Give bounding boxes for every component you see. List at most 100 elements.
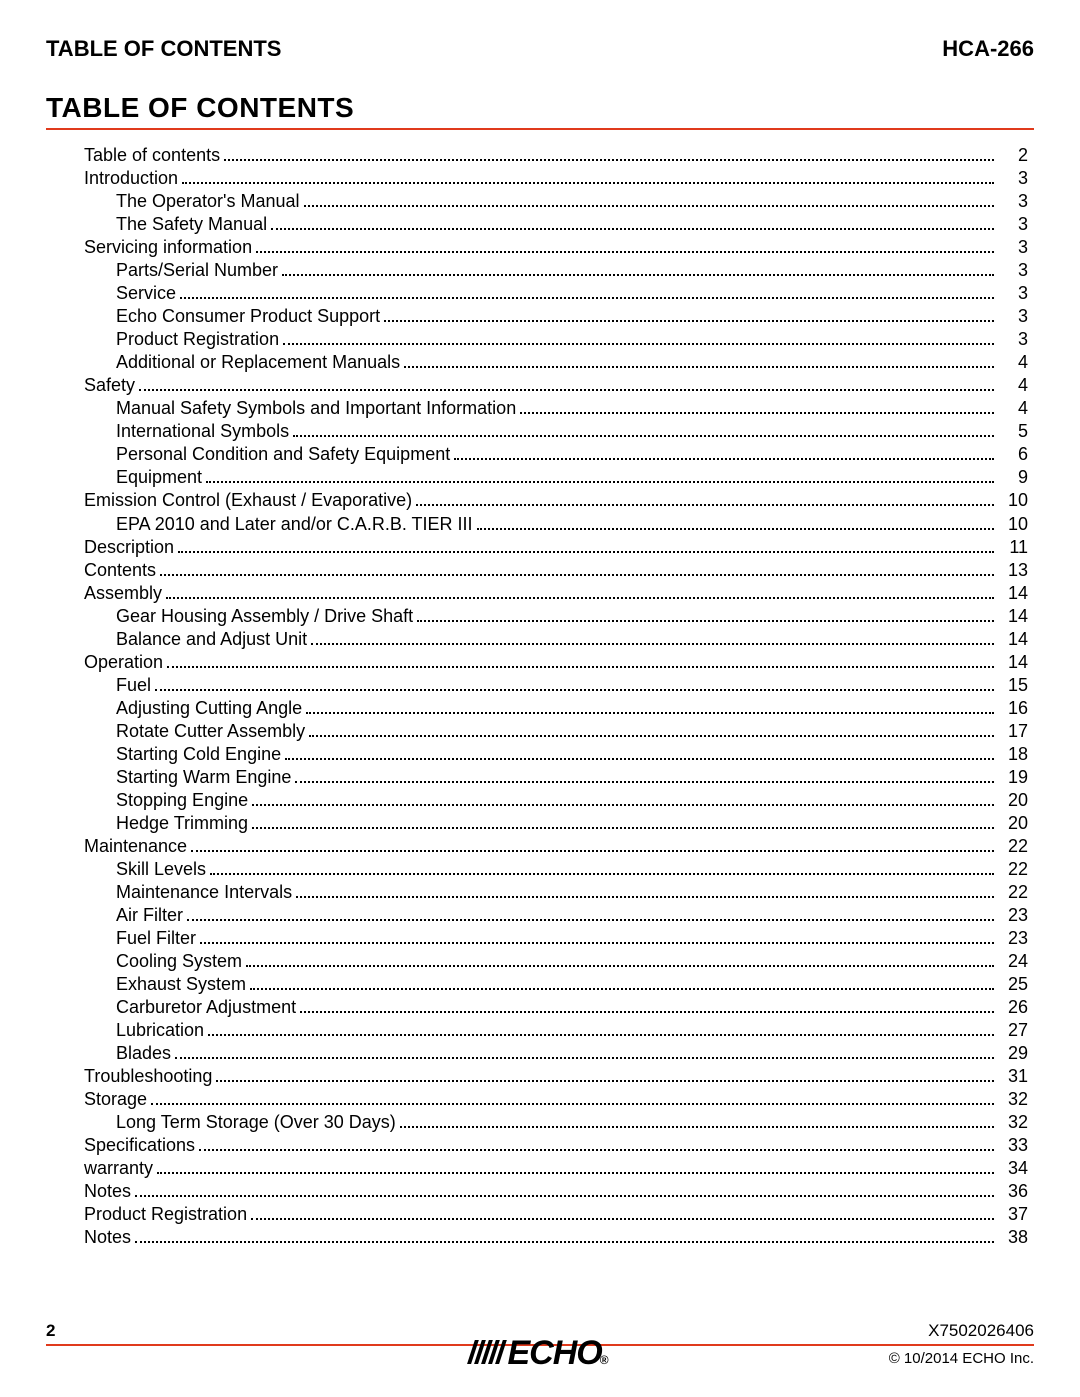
toc-entry-label: Long Term Storage (Over 30 Days): [52, 1111, 396, 1134]
toc-leader-dots: [306, 712, 994, 714]
toc-leader-dots: [157, 1172, 994, 1174]
toc-row: Manual Safety Symbols and Important Info…: [52, 397, 1028, 420]
toc-row: Maintenance 22: [52, 835, 1028, 858]
toc-row: Product Registration 3: [52, 328, 1028, 351]
toc-row: Starting Cold Engine 18: [52, 743, 1028, 766]
toc-entry-label: Echo Consumer Product Support: [52, 305, 380, 328]
toc-entry-label: Parts/Serial Number: [52, 259, 278, 282]
toc-entry-label: Skill Levels: [52, 858, 206, 881]
toc-leader-dots: [167, 666, 994, 668]
toc-row: Assembly 14: [52, 582, 1028, 605]
toc-row: Adjusting Cutting Angle 16: [52, 697, 1028, 720]
toc-row: Gear Housing Assembly / Drive Shaft 14: [52, 605, 1028, 628]
toc-leader-dots: [416, 504, 994, 506]
toc-leader-dots: [477, 528, 994, 530]
toc-row: Product Registration 37: [52, 1203, 1028, 1226]
page-title: TABLE OF CONTENTS: [46, 92, 1034, 124]
toc-leader-dots: [210, 873, 994, 875]
toc-entry-page: 4: [998, 374, 1028, 397]
toc-entry-page: 14: [998, 582, 1028, 605]
toc-leader-dots: [216, 1080, 994, 1082]
toc-entry-page: 3: [998, 328, 1028, 351]
toc-entry-page: 32: [998, 1088, 1028, 1111]
toc-row: Specifications 33: [52, 1134, 1028, 1157]
toc-entry-label: Equipment: [52, 466, 202, 489]
toc-entry-label: Fuel Filter: [52, 927, 196, 950]
toc-leader-dots: [187, 919, 994, 921]
toc-entry-page: 4: [998, 351, 1028, 374]
toc-row: Troubleshooting 31: [52, 1065, 1028, 1088]
toc-row: Air Filter 23: [52, 904, 1028, 927]
toc-entry-page: 18: [998, 743, 1028, 766]
toc-leader-dots: [300, 1011, 994, 1013]
toc-entry-page: 38: [998, 1226, 1028, 1249]
toc-leader-dots: [400, 1126, 994, 1128]
toc-entry-label: The Operator's Manual: [52, 190, 300, 213]
toc-row: Servicing information 3: [52, 236, 1028, 259]
toc-entry-label: Balance and Adjust Unit: [52, 628, 307, 651]
toc-entry-label: Storage: [52, 1088, 147, 1111]
toc-row: Operation 14: [52, 651, 1028, 674]
toc-entry-label: Assembly: [52, 582, 162, 605]
toc-entry-label: Servicing information: [52, 236, 252, 259]
toc-entry-label: Air Filter: [52, 904, 183, 927]
toc-row: Contents 13: [52, 559, 1028, 582]
logo-stripes-icon: [464, 1334, 512, 1373]
toc-entry-label: Maintenance: [52, 835, 187, 858]
header-right: HCA-266: [942, 36, 1034, 62]
toc-entry-page: 9: [998, 466, 1028, 489]
toc-entry-label: Safety: [52, 374, 135, 397]
toc-leader-dots: [180, 297, 994, 299]
toc-row: Storage 32: [52, 1088, 1028, 1111]
echo-logo: ECHO®: [470, 1334, 609, 1373]
toc-leader-dots: [282, 274, 994, 276]
toc-entry-page: 32: [998, 1111, 1028, 1134]
registered-mark: ®: [600, 1353, 608, 1367]
page-footer: 2 ECHO® X7502026406 © 10/2014 ECHO Inc.: [46, 1321, 1034, 1367]
toc-row: The Operator's Manual 3: [52, 190, 1028, 213]
toc-leader-dots: [404, 366, 994, 368]
toc-entry-page: 23: [998, 904, 1028, 927]
page-header: TABLE OF CONTENTS HCA-266: [46, 36, 1034, 62]
toc-leader-dots: [384, 320, 994, 322]
table-of-contents: Table of contents 2Introduction 3The Ope…: [46, 144, 1034, 1250]
toc-entry-page: 15: [998, 674, 1028, 697]
toc-entry-label: Rotate Cutter Assembly: [52, 720, 305, 743]
toc-row: Service 3: [52, 282, 1028, 305]
toc-entry-page: 17: [998, 720, 1028, 743]
toc-entry-page: 3: [998, 282, 1028, 305]
toc-entry-label: Personal Condition and Safety Equipment: [52, 443, 450, 466]
toc-leader-dots: [252, 827, 994, 829]
toc-leader-dots: [454, 458, 994, 460]
toc-entry-page: 24: [998, 950, 1028, 973]
toc-leader-dots: [296, 896, 994, 898]
toc-leader-dots: [250, 988, 994, 990]
toc-row: Safety 4: [52, 374, 1028, 397]
toc-leader-dots: [224, 159, 994, 161]
toc-leader-dots: [293, 435, 994, 437]
toc-row: Rotate Cutter Assembly 17: [52, 720, 1028, 743]
toc-entry-label: Gear Housing Assembly / Drive Shaft: [52, 605, 413, 628]
toc-row: Blades 29: [52, 1042, 1028, 1065]
toc-row: Table of contents 2: [52, 144, 1028, 167]
toc-entry-page: 26: [998, 996, 1028, 1019]
toc-leader-dots: [520, 412, 994, 414]
toc-entry-page: 22: [998, 858, 1028, 881]
toc-entry-page: 11: [998, 536, 1028, 559]
toc-entry-page: 3: [998, 167, 1028, 190]
header-left: TABLE OF CONTENTS: [46, 36, 281, 62]
toc-entry-label: Hedge Trimming: [52, 812, 248, 835]
toc-row: Introduction 3: [52, 167, 1028, 190]
toc-leader-dots: [295, 781, 994, 783]
toc-leader-dots: [199, 1149, 994, 1151]
toc-row: warranty 34: [52, 1157, 1028, 1180]
toc-entry-page: 14: [998, 651, 1028, 674]
toc-leader-dots: [178, 551, 994, 553]
toc-entry-page: 27: [998, 1019, 1028, 1042]
toc-leader-dots: [285, 758, 994, 760]
toc-entry-page: 25: [998, 973, 1028, 996]
toc-row: EPA 2010 and Later and/or C.A.R.B. TIER …: [52, 513, 1028, 536]
toc-row: Cooling System 24: [52, 950, 1028, 973]
toc-entry-label: Notes: [52, 1226, 131, 1249]
toc-leader-dots: [135, 1195, 994, 1197]
